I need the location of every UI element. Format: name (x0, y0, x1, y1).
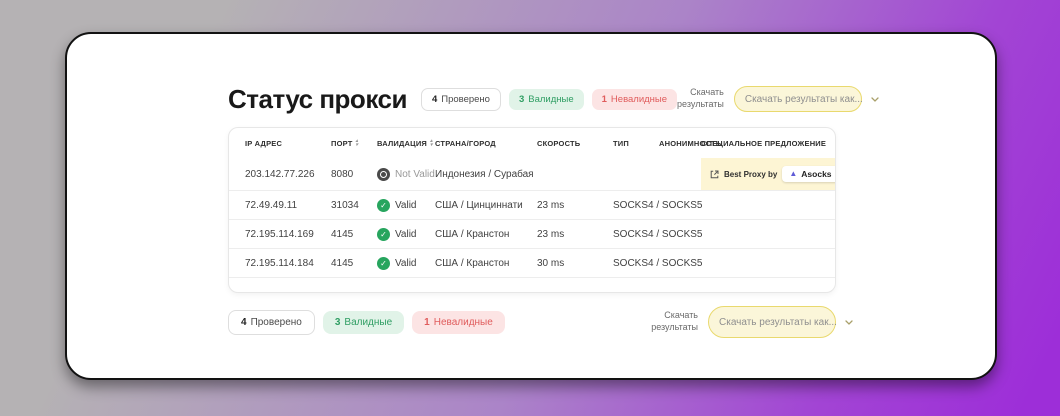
summary-badges-bottom: 4 Проверено 3 Валидные 1 Невалидные (228, 309, 505, 335)
download-dropdown-value: Скачать результаты как... (744, 93, 863, 105)
invalid-count-badge: 1 Невалидные (591, 88, 678, 110)
footer-row: 4 Проверено 3 Валидные 1 Невалидные Скач… (228, 306, 853, 338)
special-offer-link[interactable]: Best Proxy by ▲ Asocks (701, 158, 835, 190)
cell-ip: 72.195.114.184 (245, 257, 314, 269)
cell-country: США / Кранстон (435, 257, 510, 269)
cell-validation: ✓ Valid (377, 256, 435, 270)
invalid-count-badge-bottom: 1 Невалидные (412, 310, 505, 334)
invalid-count: 1 (601, 93, 607, 105)
table-header-row: IP АДРЕС ПОРТ ▴ ▾ ВАЛИДАЦИЯ ▴ ▾ СТРАНА/ГОР… (229, 128, 835, 158)
validation-text: Valid (395, 199, 417, 211)
table-row: 72.49.49.11 31034 ✓ Valid США / Цинцинна… (229, 191, 835, 220)
validation-text: Valid (395, 257, 417, 269)
checked-count: 4 (241, 316, 247, 328)
valid-icon: ✓ (377, 198, 390, 212)
cell-ip: 203.142.77.226 (245, 168, 315, 180)
download-group-top: Скачать результаты Скачать результаты ка… (677, 86, 879, 112)
download-results-label-bottom: Скачать результаты (651, 310, 698, 332)
sort-icon[interactable]: ▴ ▾ (355, 138, 359, 148)
not-valid-icon (377, 167, 390, 181)
external-link-icon (710, 170, 719, 178)
col-header-port-label: ПОРТ (331, 138, 353, 148)
download-format-dropdown[interactable]: Скачать результаты как... (733, 86, 879, 112)
col-header-special: СПЕЦИАЛЬНОЕ ПРЕДЛОЖЕНИЕ (701, 138, 827, 148)
checked-count-badge: 4 Проверено (420, 87, 501, 111)
cell-country: США / Цинциннати (435, 199, 523, 211)
proxy-status-card: Статус прокси 4 Проверено 3 Валидные 1 Н… (65, 32, 997, 380)
cell-type: SOCKS4 / SOCKS5 (613, 257, 703, 269)
valid-count-badge-bottom: 3 Валидные (322, 310, 405, 334)
cell-speed: 23 ms (537, 228, 565, 240)
validation-text: Not Valid (395, 168, 435, 180)
sort-icon[interactable]: ▴ ▾ (430, 138, 433, 148)
valid-count: 3 (334, 316, 341, 328)
valid-label: Валидные (344, 316, 393, 328)
table-row: 203.142.77.226 8080 Not Valid Индонезия … (229, 158, 835, 191)
cell-port: 4145 (331, 257, 354, 269)
table-row: 72.195.114.169 4145 ✓ Valid США / Кранст… (229, 220, 835, 249)
download-dropdown-value-bottom: Скачать результаты как... (719, 316, 837, 328)
valid-count: 3 (518, 93, 525, 105)
checked-count: 4 (431, 93, 438, 105)
summary-badges: 4 Проверено 3 Валидные 1 Невалидные (420, 87, 678, 111)
card-content: Статус прокси 4 Проверено 3 Валидные 1 Н… (228, 34, 879, 338)
cell-country: США / Кранстон (435, 228, 510, 240)
col-header-anonymity: АНОНИМНОСТЬ (659, 138, 722, 148)
valid-icon: ✓ (377, 256, 390, 270)
cell-type: SOCKS4 / SOCKS5 (613, 228, 703, 240)
col-header-country: СТРАНА/ГОРОД (435, 138, 496, 148)
cell-speed: 30 ms (537, 257, 565, 269)
checked-label: Проверено (441, 93, 490, 105)
cell-ip: 72.195.114.169 (245, 228, 314, 240)
cell-type: SOCKS4 / SOCKS5 (613, 199, 703, 211)
chevron-down-icon (845, 319, 853, 325)
checked-label: Проверено (250, 316, 302, 328)
download-results-label: Скачать результаты (677, 87, 724, 109)
invalid-count: 1 (424, 316, 430, 328)
asocks-brand-pill[interactable]: ▲ Asocks (782, 166, 835, 182)
checked-count-badge-bottom: 4 Проверено (228, 309, 315, 335)
invalid-label: Невалидные (610, 93, 668, 105)
special-offer-text: Best Proxy by (724, 169, 778, 179)
cell-port: 8080 (331, 168, 354, 180)
valid-label: Валидные (528, 93, 574, 105)
cell-validation: ✓ Valid (377, 227, 435, 241)
cell-speed: 23 ms (537, 199, 565, 211)
cell-validation: ✓ Valid (377, 198, 435, 212)
col-header-validation[interactable]: ВАЛИДАЦИЯ ▴ ▾ (377, 139, 435, 148)
col-header-ip: IP АДРЕС (245, 138, 283, 148)
col-header-speed: СКОРОСТЬ (537, 138, 581, 148)
asocks-brand-name: Asocks (801, 169, 832, 179)
cell-port: 31034 (331, 199, 359, 211)
download-group-bottom: Скачать результаты Скачать результаты ка… (651, 306, 853, 338)
col-header-port[interactable]: ПОРТ ▴ ▾ (331, 139, 377, 148)
proxy-table: IP АДРЕС ПОРТ ▴ ▾ ВАЛИДАЦИЯ ▴ ▾ СТРАНА/ГОР… (228, 127, 836, 293)
cell-validation: Not Valid (377, 167, 435, 181)
col-header-type: ТИП (613, 138, 629, 148)
asocks-logo-icon: ▲ (789, 169, 798, 178)
chevron-down-icon (871, 96, 879, 102)
valid-count-badge: 3 Валидные (508, 88, 584, 110)
validation-text: Valid (395, 228, 417, 240)
header-row: Статус прокси 4 Проверено 3 Валидные 1 Н… (228, 82, 879, 116)
valid-icon: ✓ (377, 227, 390, 241)
table-row: 72.195.114.184 4145 ✓ Valid США / Кранст… (229, 249, 835, 278)
page-title: Статус прокси (228, 83, 407, 114)
download-format-dropdown-bottom[interactable]: Скачать результаты как... (708, 306, 853, 338)
cell-port: 4145 (331, 228, 354, 240)
cell-ip: 72.49.49.11 (245, 199, 298, 211)
invalid-label: Невалидные (433, 316, 493, 328)
cell-country: Индонезия / Сурабая (435, 168, 534, 180)
col-header-validation-label: ВАЛИДАЦИЯ (377, 138, 428, 148)
